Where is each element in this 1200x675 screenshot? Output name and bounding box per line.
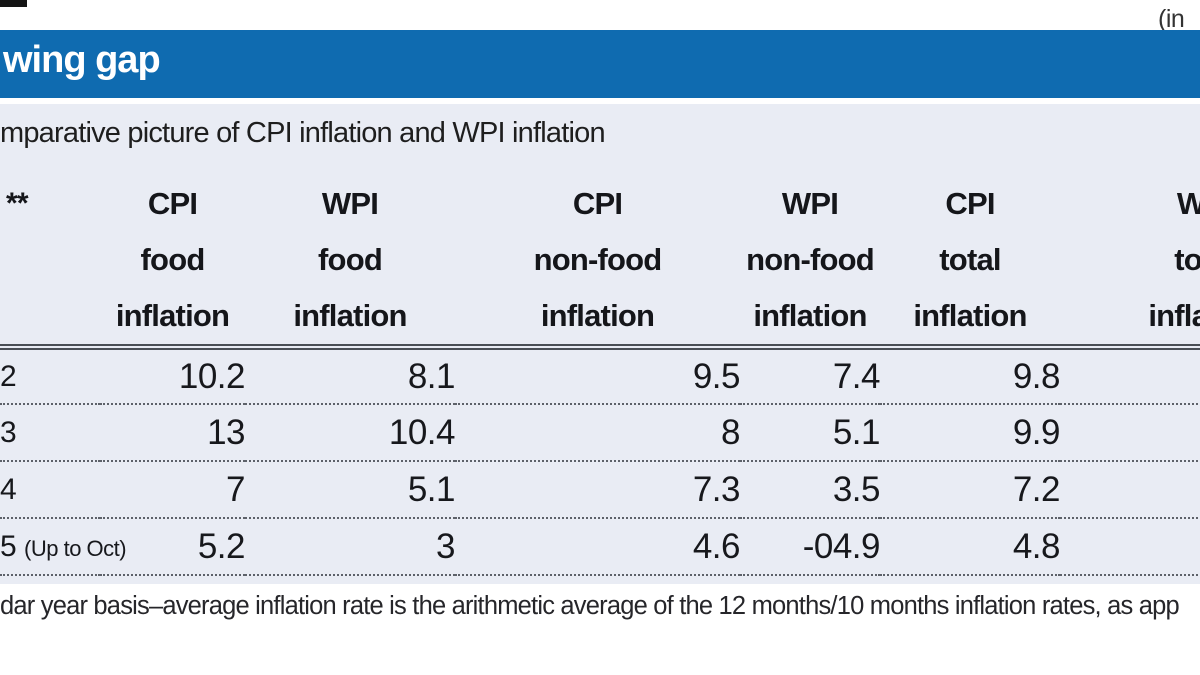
table-panel: mparative picture of CPI inflation and W…	[0, 104, 1200, 584]
year-text: 2	[0, 359, 17, 393]
cell-wpi-food: 5.1	[245, 461, 456, 519]
table-header: ** CPI food inflation WPI food inflation…	[0, 168, 1200, 347]
cell-wpi-nonfood: -04.9	[740, 518, 881, 576]
year-note: (Up to Oct)	[24, 535, 127, 561]
graphic-title: wing gap	[3, 39, 161, 81]
row-year-label: 2	[0, 344, 100, 405]
cell-wpi-food: 10.4	[245, 404, 456, 462]
year-text: 5	[0, 529, 17, 563]
year-text: 3	[0, 415, 17, 449]
cell-cpi-food: 7	[100, 461, 246, 519]
column-header-cpi-total: CPI total inflation	[913, 186, 1027, 333]
cell-wpi-food: 3	[245, 518, 456, 576]
cell-cpi-nonfood: 7.3	[455, 461, 741, 519]
cell-cpi-food: 10.2	[100, 344, 246, 405]
cell-cpi-total: 4.8	[880, 518, 1061, 576]
row-year-label: 3	[0, 404, 100, 462]
cell-cpi-total: 7.2	[880, 461, 1061, 519]
unit-note: (in	[1158, 5, 1185, 33]
column-header-cpi-food: CPI food inflation	[115, 186, 230, 333]
cell-wpi-nonfood: 3.5	[740, 461, 881, 519]
title-bar: wing gap	[0, 30, 1200, 98]
cell-cpi-total: 9.8	[880, 344, 1061, 405]
table-row: 5 (Up to Oct) 5.2 3 4.6 -04.9 4.8 -	[0, 518, 1200, 576]
inflation-table: ** CPI food inflation WPI food inflation…	[0, 168, 1200, 576]
cell-cpi-total: 9.9	[880, 404, 1061, 462]
year-text: 4	[0, 472, 17, 506]
cell-cpi-nonfood: 8	[455, 404, 741, 462]
top-left-rule	[0, 0, 27, 7]
cell-wpi-nonfood: 5.1	[740, 404, 881, 462]
column-header-year: **	[6, 187, 29, 220]
cell-cpi-food: 13	[100, 404, 246, 462]
graphic-subtitle: mparative picture of CPI inflation and W…	[0, 117, 606, 149]
row-year-label: 5 (Up to Oct)	[0, 518, 127, 576]
cell-cpi-nonfood: 9.5	[455, 344, 741, 405]
cell-wpi-total: 7.	[1060, 344, 1200, 405]
table-body: 2 10.2 8.1 9.5 7.4 9.8 7. 3 13 10.4 8 5.…	[0, 344, 1200, 576]
column-header-wpi-food: WPI food inflation	[293, 186, 407, 333]
table-row: 3 13 10.4 8 5.1 9.9 6	[0, 404, 1200, 462]
cell-wpi-nonfood: 7.4	[740, 344, 881, 405]
cell-wpi-total: 3	[1060, 461, 1200, 519]
table-row: 2 10.2 8.1 9.5 7.4 9.8 7.	[0, 344, 1200, 405]
cell-wpi-food: 8.1	[245, 344, 456, 405]
column-header-wpi-total: WPI total inflation	[1148, 186, 1200, 333]
row-year-label: 4	[0, 461, 100, 519]
cell-cpi-food: 5.2	[100, 518, 246, 576]
footnote: dar year basis–average inflation rate is…	[0, 592, 1180, 620]
cell-wpi-total: 6	[1060, 404, 1200, 462]
cell-cpi-nonfood: 4.6	[455, 518, 741, 576]
table-row: 4 7 5.1 7.3 3.5 7.2 3	[0, 461, 1200, 519]
column-header-wpi-nonfood: WPI non-food inflation	[746, 186, 875, 333]
column-header-cpi-nonfood: CPI non-food inflation	[533, 186, 663, 333]
cell-wpi-total: -	[1060, 518, 1200, 576]
